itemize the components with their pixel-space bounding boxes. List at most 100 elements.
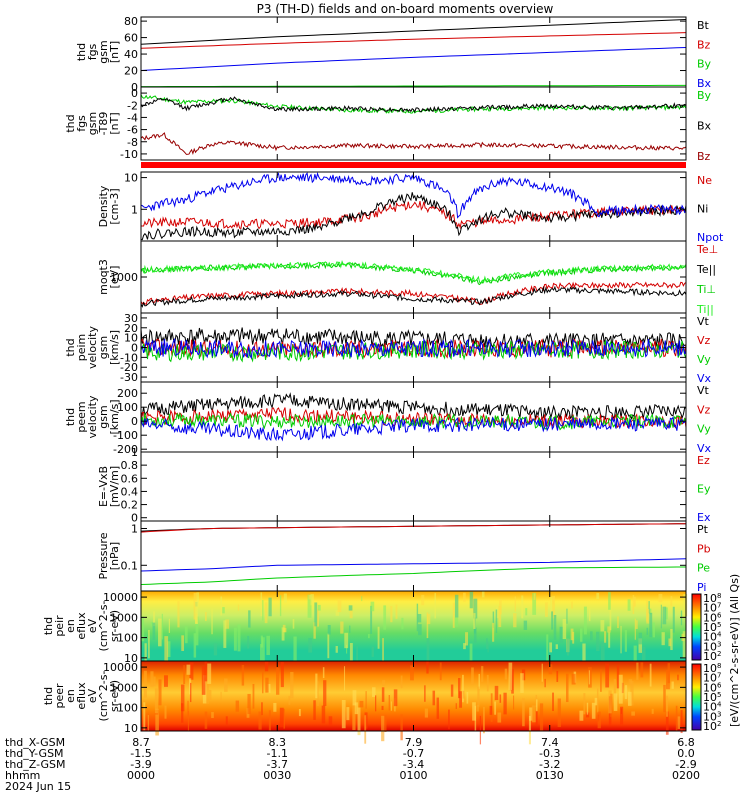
spectrogram-cell <box>641 646 646 671</box>
spectrogram-cell <box>588 608 591 622</box>
spectrogram-cell <box>308 638 313 653</box>
spectrogram-cell <box>486 674 489 692</box>
y-tick-label: 0.2 <box>121 499 139 512</box>
spectrogram-cell <box>290 671 294 699</box>
spectrogram-cell <box>541 663 543 682</box>
spectrogram-cell <box>605 663 610 688</box>
colorbar-label: [eV/(cm^2-s-sr-eV)] (All Qs) <box>728 574 741 727</box>
bottom-value: 6.8 <box>677 736 695 749</box>
spectrogram-cell <box>401 617 404 630</box>
spectrogram-cell <box>627 691 632 706</box>
spectrogram-cell <box>346 707 350 721</box>
spectrogram-cell <box>248 610 251 628</box>
spectrogram-cell <box>147 715 149 731</box>
spectrogram-cell <box>195 616 199 646</box>
spectrogram-cell <box>416 603 419 632</box>
spectrogram-cell <box>594 697 598 706</box>
spectrogram-cell <box>349 643 353 666</box>
panel-frame <box>140 520 687 592</box>
y-axis-label-line: fgs <box>75 115 88 132</box>
spectrogram-cell <box>436 697 439 719</box>
legend-entry-Vt: Vt <box>697 315 710 328</box>
spectrogram-cell <box>531 705 536 723</box>
spectrogram-cell <box>597 711 601 729</box>
spectrogram-cell <box>476 704 479 712</box>
spectrogram-cell <box>400 714 403 741</box>
legend-entry-Ne: Ne <box>697 174 712 187</box>
y-axis-label-line: [nT] <box>108 41 121 63</box>
legend-entry-By: By <box>697 89 712 102</box>
legend-entry-Ex: Ex <box>697 511 711 524</box>
spectrogram-cell <box>546 634 549 663</box>
spectrogram-cell <box>276 667 280 695</box>
spectrogram-cell <box>164 636 169 662</box>
panel-frame <box>140 86 687 161</box>
spectrogram-cell <box>662 606 667 625</box>
spectrogram-cell <box>260 643 262 668</box>
spectrogram-cell <box>268 710 271 731</box>
y-tick-label: -4 <box>127 111 138 124</box>
spectrogram-cell <box>469 643 473 664</box>
y-axis-label-line: thd <box>64 338 77 356</box>
spectrogram-cell <box>604 631 607 643</box>
y-tick-label: 100 <box>117 702 138 715</box>
spectrogram-cell <box>562 619 567 640</box>
spectrogram-cell <box>481 666 484 682</box>
spectrogram-cell <box>322 667 325 679</box>
colorbar-tick: 104 <box>703 631 722 644</box>
y-tick-label: 80 <box>124 15 138 28</box>
spectrogram-cell <box>646 627 649 636</box>
spectrogram-cell <box>344 632 349 649</box>
spectrogram-cell <box>148 629 150 659</box>
spectrogram-cell <box>424 685 426 702</box>
spectrogram-cell <box>498 599 502 615</box>
spectrogram-cell <box>613 693 618 711</box>
spectrogram-cell <box>552 692 554 712</box>
spectrogram-cell <box>608 690 612 714</box>
spectrogram-cell <box>340 621 344 634</box>
bottom-value: -3.4 <box>403 758 424 771</box>
spectrogram-cell <box>341 700 346 729</box>
y-tick-label: 1000 <box>110 611 138 624</box>
spectrogram-cell <box>665 607 668 620</box>
spectrogram-cell <box>432 690 436 706</box>
spectrogram-cell <box>624 630 627 652</box>
y-axis-label-line: eV <box>86 618 99 633</box>
spectrogram-cell <box>665 695 669 717</box>
legend-entry-Ni: Ni <box>697 203 708 216</box>
y-axis-label-line: eV <box>86 688 99 703</box>
legend-entry-Te⊥: Te⊥ <box>696 243 718 256</box>
spectrogram-cell <box>370 605 373 634</box>
y-axis-label-line: thd <box>64 114 77 132</box>
spectrogram-cell <box>494 685 499 701</box>
spectrogram-cell <box>600 620 605 632</box>
spectrogram-cell <box>180 684 185 712</box>
spectrogram-cell <box>283 593 287 603</box>
spectrogram-cell <box>268 597 272 617</box>
spectrogram-cell <box>670 628 673 651</box>
legend-entry-Vz: Vz <box>697 334 711 347</box>
spectrogram-cell <box>313 700 316 720</box>
y-axis-label-line: [mV/m] <box>108 466 121 507</box>
y-axis-label-line: [nPa] <box>108 542 121 570</box>
y-tick-label: 0.8 <box>121 459 139 472</box>
spectrogram-cell <box>466 691 469 704</box>
row-label-date: 2024 Jun 15 <box>5 780 71 793</box>
y-tick-label: 0.4 <box>121 485 139 498</box>
spectrogram-cell <box>533 593 536 600</box>
spectrogram-cell <box>315 673 318 699</box>
legend-entry-Pe: Pe <box>697 562 710 575</box>
spectrogram-cell <box>452 602 455 628</box>
spectrogram-cell <box>588 670 590 685</box>
y-axis-label-line: eflux <box>75 612 88 640</box>
spectrogram-cell <box>663 684 666 713</box>
spectrogram-cell <box>588 667 592 688</box>
y-tick-label: -20 <box>120 361 138 374</box>
spectrogram-cell <box>551 611 554 630</box>
legend-entry-Bt: Bt <box>697 19 710 32</box>
